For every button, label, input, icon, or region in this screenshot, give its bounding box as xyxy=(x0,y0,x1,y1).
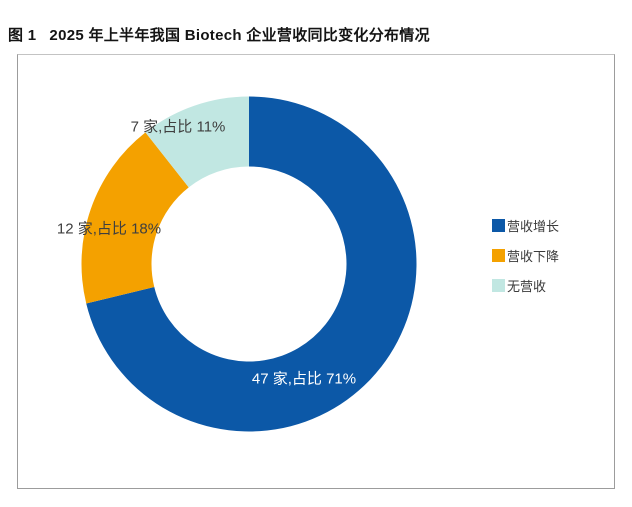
figure-title: 图 1 2025 年上半年我国 Biotech 企业营收同比变化分布情况 xyxy=(8,24,430,45)
legend-item-no-revenue: 无营收 xyxy=(492,279,559,294)
slice-label-no-revenue: 7 家,占比 11% xyxy=(130,118,226,136)
figure-title-text: 2025 年上半年我国 Biotech 企业营收同比变化分布情况 xyxy=(49,27,430,44)
legend-swatch-blue-icon xyxy=(492,219,505,232)
donut-slice-2 xyxy=(81,132,189,304)
legend-swatch-orange-icon xyxy=(492,249,505,262)
donut-slice-3 xyxy=(145,96,249,188)
slice-label-revenue-growth: 47 家,占比 71% xyxy=(251,370,357,388)
legend-item-revenue-decline: 营收下降 xyxy=(492,249,560,264)
legend-label: 营收下降 xyxy=(507,249,560,264)
donut-slices xyxy=(81,96,417,432)
legend-label: 无营收 xyxy=(507,279,547,294)
legend-label: 营收增长 xyxy=(507,219,560,234)
legend-swatch-cyan-icon xyxy=(492,279,505,292)
legend-item-revenue-growth: 营收增长 xyxy=(492,219,560,234)
figure-number: 图 1 xyxy=(8,27,37,44)
slice-label-revenue-decline: 12 家,占比 18% xyxy=(56,220,162,238)
donut-slice-1 xyxy=(86,96,417,432)
chart-legend: 营收增长 营收下降 无营收 xyxy=(492,219,560,294)
